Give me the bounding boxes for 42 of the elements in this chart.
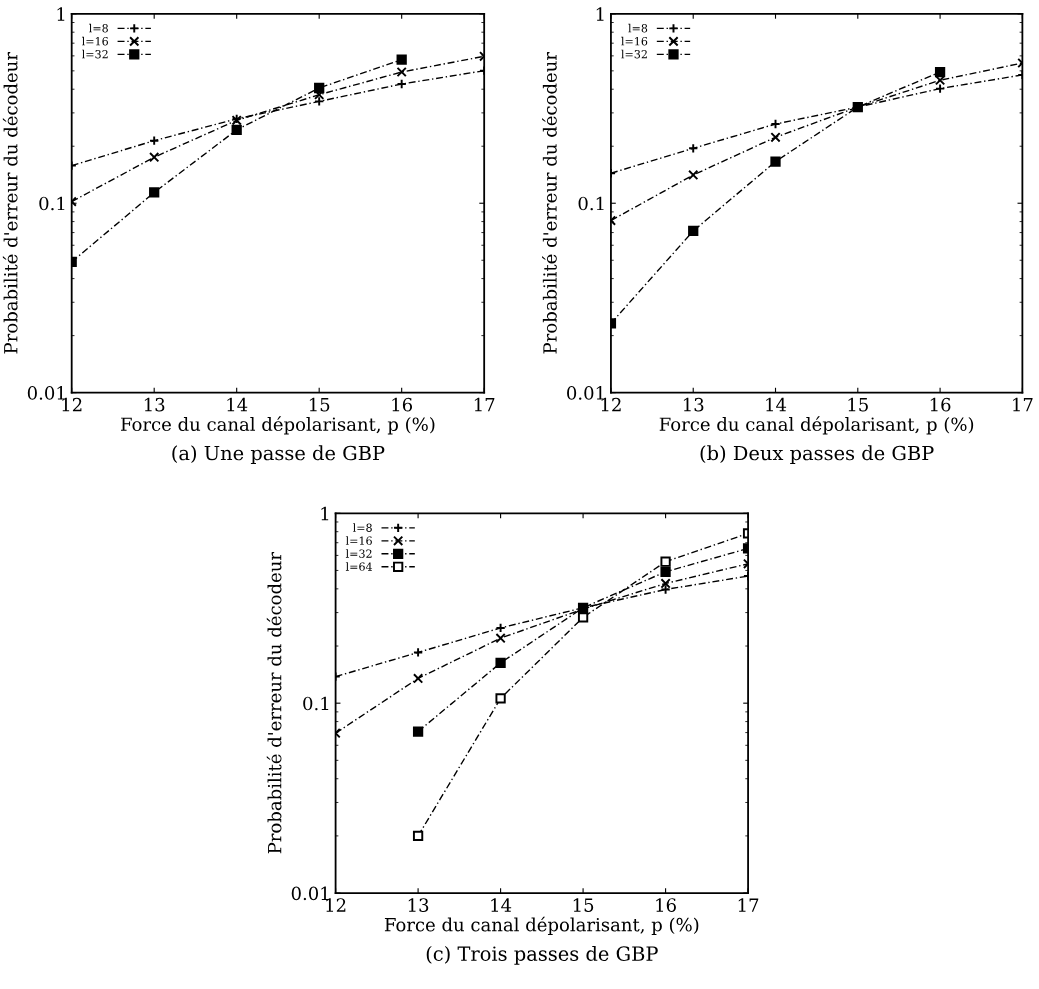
legend-label: l=32 xyxy=(621,49,647,59)
legend-label: l=16 xyxy=(621,36,648,46)
x-tick-label: 17 xyxy=(738,898,759,912)
x-tick-label: 12 xyxy=(62,397,82,412)
y-tick-label: 0.01 xyxy=(27,386,65,400)
legend-label: l=8 xyxy=(628,23,648,33)
y-axis-title: Probabilité d'erreur du décodeur xyxy=(542,52,557,354)
y-tick-label: 1 xyxy=(57,7,65,21)
x-tick-label: 15 xyxy=(309,397,330,412)
x-tick-label: 16 xyxy=(392,397,413,412)
x-tick-label: 14 xyxy=(491,898,512,912)
x-tick-label: 13 xyxy=(683,397,704,412)
legend-label: l=32 xyxy=(345,549,372,558)
x-tick-label: 16 xyxy=(930,397,951,412)
x-tick-label: 17 xyxy=(474,397,495,412)
x-tick-label: 16 xyxy=(656,898,676,912)
x-tick-label: 15 xyxy=(573,898,594,912)
x-tick-label: 14 xyxy=(766,397,787,412)
y-tick-label: 0.1 xyxy=(578,196,604,211)
x-tick-label: 15 xyxy=(848,397,868,412)
legend-label: l=16 xyxy=(345,536,372,545)
y-tick-label: 0.1 xyxy=(303,696,329,711)
x-axis-title: Force du canal dépolarisant, p (%) xyxy=(121,416,435,435)
x-tick-label: 14 xyxy=(227,397,248,412)
legend-label: l=8 xyxy=(89,23,108,33)
text: (c) Trois passes de GBP xyxy=(426,945,658,965)
y-axis-title: Probabilité d'erreur du décodeur xyxy=(266,552,282,854)
y-tick-label: 1 xyxy=(596,7,604,21)
x-tick-label: 13 xyxy=(144,397,165,412)
y-tick-label: 1 xyxy=(321,506,329,521)
y-axis-title: Probabilité d'erreur du décodeur xyxy=(2,52,18,354)
x-axis-title: Force du canal dépolarisant, p (%) xyxy=(384,916,699,935)
x-axis-title: Force du canal dépolarisant, p (%) xyxy=(659,416,974,435)
legend-label: l=64 xyxy=(345,562,373,571)
x-tick-label: 17 xyxy=(1013,397,1033,412)
text: (b) Deux passes de GBP xyxy=(700,445,934,465)
legend-label: l=32 xyxy=(82,49,108,59)
legend-label: l=8 xyxy=(352,523,372,532)
x-tick-label: 13 xyxy=(408,898,429,912)
legend-label: l=16 xyxy=(82,36,108,46)
text: (a) Une passe de GBP xyxy=(172,445,385,465)
y-tick-label: 0.1 xyxy=(39,196,65,211)
